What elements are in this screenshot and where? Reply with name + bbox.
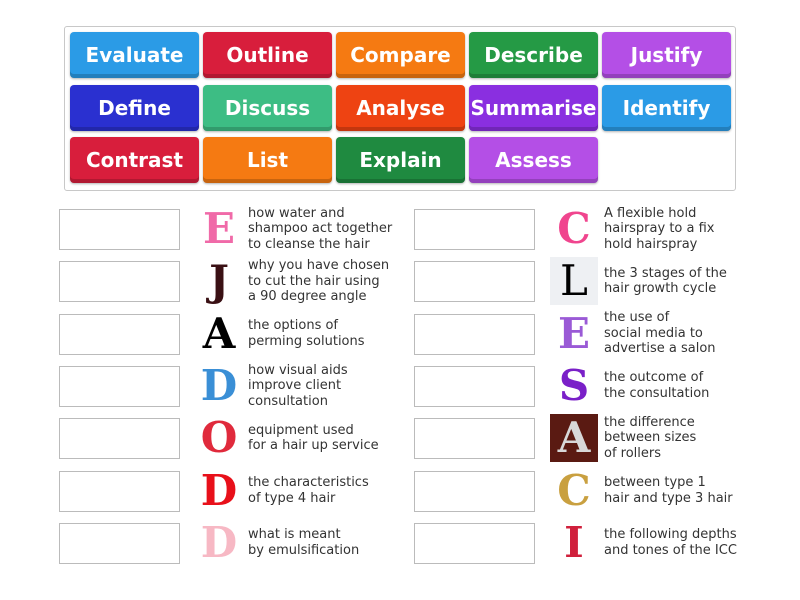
answer-tile-analyse[interactable]: Analyse [336, 84, 465, 131]
drop-zone[interactable] [414, 313, 535, 355]
letter-image: J [209, 256, 229, 306]
letter-image: A [550, 414, 598, 463]
letter-image: D [200, 517, 238, 567]
letter-image: A [202, 308, 236, 358]
clue-text: how water and shampoo act together to cl… [248, 205, 393, 252]
clue-text: the outcome of the consultation [604, 370, 710, 401]
drop-zone[interactable] [59, 365, 180, 407]
drop-zone[interactable] [414, 209, 535, 250]
drop-zone[interactable] [414, 261, 535, 303]
answer-tile-contrast[interactable]: Contrast [70, 137, 199, 183]
drop-zone[interactable] [414, 365, 535, 407]
drop-zone[interactable] [59, 418, 180, 460]
clue-text: between type 1 hair and type 3 hair [604, 475, 733, 506]
letter-image: O [200, 413, 238, 463]
clue-text: the options of perming solutions [248, 318, 365, 349]
answer-tile-identify[interactable]: Identify [602, 84, 731, 131]
letter-image: E [557, 308, 590, 358]
answer-tile-list[interactable]: List [203, 137, 332, 183]
letter-image: C [557, 465, 591, 515]
clue-text: the difference between sizes of rollers [604, 414, 697, 461]
letter-image: S [558, 360, 590, 410]
drop-zone[interactable] [59, 470, 180, 512]
letter-image: I [564, 517, 584, 567]
answer-tile-compare[interactable]: Compare [336, 32, 465, 78]
letter-image: C [557, 204, 591, 253]
clue-text: A flexible hold hairspray to a fix hold … [604, 205, 715, 252]
drop-zone[interactable] [414, 418, 535, 460]
clue-text: equipment used for a hair up service [248, 422, 379, 454]
clue-text: the characteristics of type 4 hair [248, 475, 369, 506]
clue-text: the following depths and tones of the IC… [604, 527, 737, 558]
answer-tile-justify[interactable]: Justify [602, 32, 731, 78]
answer-tile-define[interactable]: Define [70, 84, 199, 131]
answer-tile-explain[interactable]: Explain [336, 137, 465, 183]
drop-zone[interactable] [59, 313, 180, 355]
answer-tile-assess[interactable]: Assess [469, 137, 598, 183]
clue-text: the use of social media to advertise a s… [604, 310, 716, 357]
letter-image: D [200, 465, 238, 515]
drop-zone[interactable] [59, 209, 180, 250]
answer-tile-discuss[interactable]: Discuss [203, 84, 332, 131]
letter-image: L [550, 257, 598, 306]
clue-text: what is meant by emulsification [248, 527, 360, 558]
answer-tile-evaluate[interactable]: Evaluate [70, 32, 199, 78]
drop-zone[interactable] [59, 522, 180, 564]
clue-text: how visual aids improve client consultat… [248, 362, 348, 409]
letter-image: D [200, 360, 238, 410]
answer-tile-summarise[interactable]: Summarise [469, 84, 598, 131]
answer-tile-outline[interactable]: Outline [203, 32, 332, 78]
drop-zone[interactable] [414, 522, 535, 564]
letter-image: E [202, 204, 235, 253]
clue-text: the 3 stages of the hair growth cycle [604, 265, 727, 297]
clue-text: why you have chosen to cut the hair usin… [248, 258, 390, 305]
word-bank: Evaluate Outline Compare Describe Justify Def… [64, 26, 736, 191]
answer-tile-describe[interactable]: Describe [469, 32, 598, 78]
drop-zone[interactable] [414, 470, 535, 512]
drop-zone[interactable] [59, 261, 180, 303]
